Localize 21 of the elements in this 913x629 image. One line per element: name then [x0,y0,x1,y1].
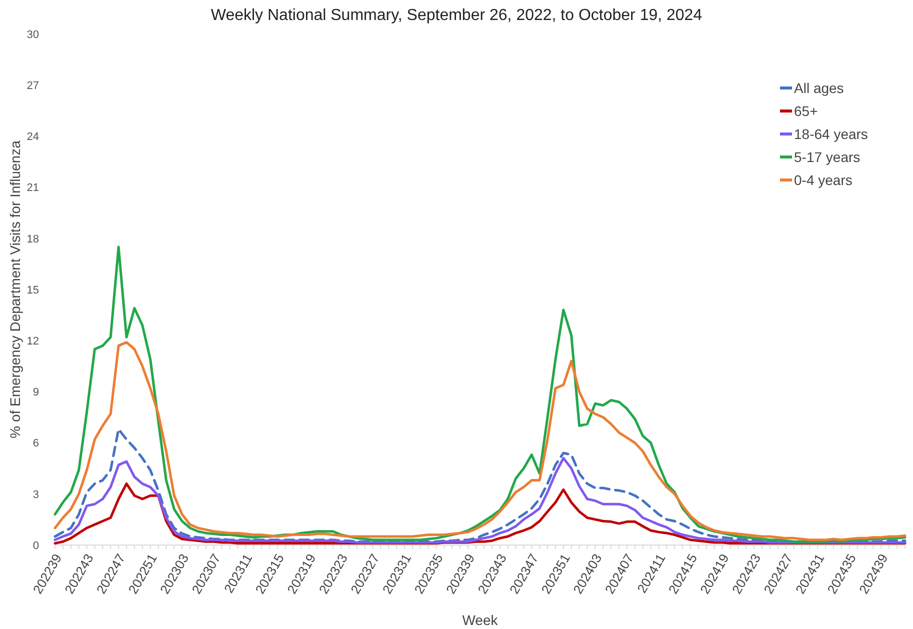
legend-label: 18-64 years [794,126,868,142]
y-tick-label: 9 [32,386,39,399]
y-tick-label: 3 [32,488,39,501]
legend-label: 0-4 years [794,172,852,188]
y-tick-label: 12 [26,335,39,348]
y-tick-label: 24 [26,131,39,144]
y-axis-title: % of Emergency Department Visits for Influenza [7,140,23,438]
y-tick-label: 21 [26,182,39,194]
line-series [54,341,906,542]
x-axis-title: Week [462,612,499,628]
legend-label: All ages [794,80,844,96]
y-tick-label: 30 [26,28,39,41]
chart-title: Weekly National Summary, September 26, 2022, to October 19, 2024 [210,7,702,24]
y-tick-label: 0 [32,540,39,552]
y-tick-label: 27 [26,80,39,92]
line-series [54,246,906,543]
y-tick-label: 15 [26,284,39,296]
y-tick-label: 6 [32,438,39,450]
legend-label: 5-17 years [794,148,860,165]
legend-label: 65+ [794,102,818,119]
y-tick-label: 18 [26,233,39,246]
